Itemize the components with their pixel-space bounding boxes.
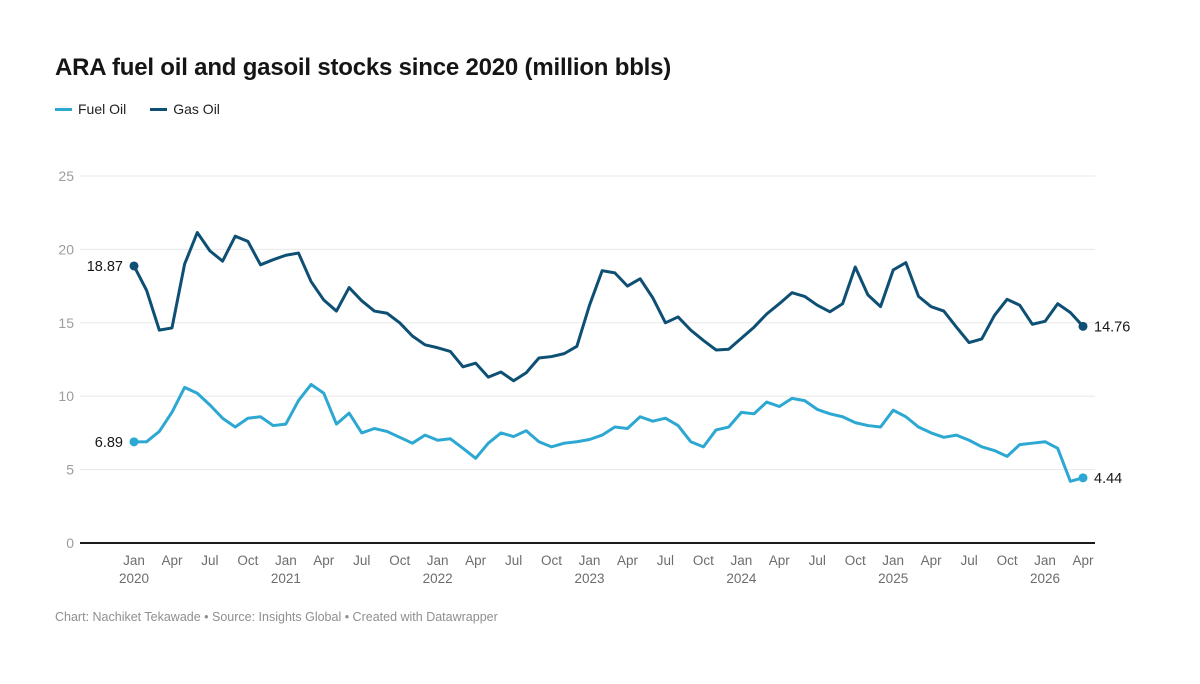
x-tick-label: Jul: [960, 553, 977, 568]
series-endpoint-gas-oil: [1078, 321, 1088, 331]
series-value-label-gas-oil: 14.76: [1094, 319, 1130, 335]
legend-label-gas-oil: Gas Oil: [173, 101, 220, 117]
y-tick-label: 25: [58, 168, 74, 184]
x-tick-label: Apr: [921, 553, 943, 568]
x-tick-label: Jan: [730, 553, 752, 568]
x-tick-label: Jan: [123, 553, 145, 568]
y-tick-label: 20: [58, 241, 74, 257]
x-tick-label: Oct: [541, 553, 562, 568]
x-tick-year-label: 2025: [878, 571, 908, 586]
x-tick-label: Apr: [161, 553, 183, 568]
series-line-gas-oil: [132, 231, 1085, 383]
x-tick-label: Oct: [693, 553, 714, 568]
series-endpoint-fuel-oil: [1078, 473, 1088, 483]
x-tick-label: Jan: [275, 553, 297, 568]
chart-footer: Chart: Nachiket Tekawade • Source: Insig…: [55, 610, 498, 624]
x-tick-label: Jul: [505, 553, 522, 568]
x-tick-year-label: 2023: [574, 571, 604, 586]
x-tick-label: Oct: [237, 553, 258, 568]
series-line-fuel-oil: [132, 382, 1085, 483]
y-tick-label: 15: [58, 315, 74, 331]
series-value-label-fuel-oil: 6.89: [95, 435, 123, 451]
series-endpoint-gas-oil: [129, 261, 139, 271]
y-tick-label: 10: [58, 388, 74, 404]
x-tick-label: Jan: [1034, 553, 1056, 568]
x-tick-label: Jan: [579, 553, 601, 568]
series-value-label-fuel-oil: 4.44: [1094, 471, 1122, 487]
x-tick-label: Jan: [882, 553, 904, 568]
x-tick-label: Jul: [353, 553, 370, 568]
x-tick-year-label: 2020: [119, 571, 149, 586]
x-tick-label: Apr: [313, 553, 335, 568]
x-tick-label: Jul: [809, 553, 826, 568]
chart-title: ARA fuel oil and gasoil stocks since 202…: [55, 54, 672, 81]
legend-swatch-fuel-oil: [55, 107, 72, 111]
legend-item-gas-oil: Gas Oil: [150, 101, 220, 117]
x-tick-label: Apr: [1072, 553, 1094, 568]
x-tick-label: Oct: [997, 553, 1018, 568]
chart-legend: Fuel Oil Gas Oil: [55, 101, 220, 117]
x-tick-label: Jul: [657, 553, 674, 568]
x-tick-label: Oct: [389, 553, 410, 568]
x-tick-label: Apr: [769, 553, 791, 568]
y-tick-label: 5: [66, 462, 74, 478]
x-tick-year-label: 2022: [423, 571, 453, 586]
x-tick-label: Apr: [465, 553, 487, 568]
y-tick-label: 0: [66, 535, 74, 551]
legend-swatch-gas-oil: [150, 107, 168, 111]
series-endpoint-fuel-oil: [129, 437, 139, 447]
x-tick-year-label: 2026: [1030, 571, 1060, 586]
x-tick-label: Jul: [201, 553, 218, 568]
legend-item-fuel-oil: Fuel Oil: [55, 101, 126, 117]
x-tick-year-label: 2021: [271, 571, 301, 586]
legend-label-fuel-oil: Fuel Oil: [78, 101, 127, 117]
x-tick-label: Oct: [845, 553, 866, 568]
series-value-label-gas-oil: 18.87: [87, 259, 123, 275]
x-tick-label: Jan: [427, 553, 449, 568]
x-tick-year-label: 2024: [726, 571, 757, 586]
x-tick-label: Apr: [617, 553, 639, 568]
